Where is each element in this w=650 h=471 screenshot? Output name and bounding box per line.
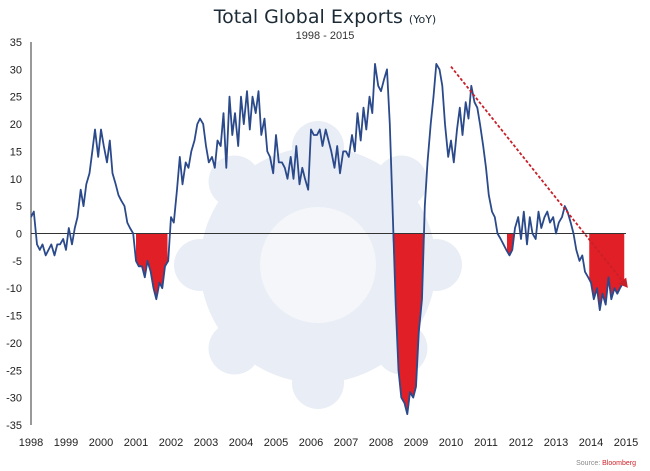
- trend-arrowhead: [618, 277, 628, 288]
- chart-title: Total Global Exports: [213, 6, 403, 28]
- series-layer: [30, 63, 624, 415]
- watermark-tooth: [208, 322, 261, 375]
- x-tick-label: 2004: [229, 437, 253, 449]
- x-tick-label: 2002: [159, 437, 183, 449]
- y-tick-labels: 35 30 25 20 15 10 5 0 -5 -10 -15 -20 -25 -30 -35: [6, 37, 22, 432]
- watermark-tooth: [208, 155, 261, 208]
- y-tick-label: 20: [10, 119, 22, 131]
- trend-layer: [450, 66, 628, 288]
- x-tick-label: 2003: [194, 437, 218, 449]
- x-tick-label: 2011: [474, 437, 498, 449]
- y-tick-label: 15: [10, 146, 22, 158]
- source-label: Source:: [576, 460, 601, 467]
- y-tick-label: -20: [6, 338, 22, 350]
- x-tick-label: 1999: [54, 437, 78, 449]
- x-tick-label: 2005: [264, 437, 288, 449]
- x-tick-label: 2014: [579, 437, 603, 449]
- y-tick-label: 30: [10, 64, 22, 76]
- watermark-hub: [260, 207, 376, 323]
- y-tick-label: -15: [6, 311, 22, 323]
- background-watermark-logo: [174, 121, 462, 409]
- trend-line: [450, 66, 627, 287]
- x-tick-label: 2006: [299, 437, 323, 449]
- x-tick-label: 2010: [439, 437, 463, 449]
- y-tick-label: -30: [6, 393, 22, 405]
- watermark-tooth: [292, 121, 344, 173]
- x-tick-label: 2000: [89, 437, 113, 449]
- y-tick-label: -10: [6, 283, 22, 295]
- x-tick-label: 1998: [19, 437, 43, 449]
- y-tick-label: 10: [10, 174, 22, 186]
- watermark-tooth: [174, 239, 226, 291]
- x-tick-labels: 1998 1999 2000 2001 2002 2003 2004 2005 2006 2007…: [19, 437, 638, 449]
- source-brand: Bloomberg: [602, 460, 636, 467]
- chart-subtitle: 1998 - 2015: [295, 30, 355, 42]
- chart-title-wrap: Total Global Exports (YoY): [0, 6, 650, 28]
- x-tick-label: 2015: [614, 437, 638, 449]
- y-tick-label: 35: [10, 37, 22, 49]
- x-tick-label: 2001: [124, 437, 148, 449]
- y-tick-label: 0: [16, 229, 22, 241]
- x-tick-label: 2008: [369, 437, 393, 449]
- series-line-exports: [30, 63, 624, 415]
- chart-title-suffix: (YoY): [408, 13, 437, 26]
- source-note: Source: Bloomberg: [576, 460, 636, 467]
- y-tick-label: -35: [6, 420, 22, 432]
- x-tick-label: 2007: [334, 437, 358, 449]
- y-tick-label: -25: [6, 365, 22, 377]
- watermark-tooth: [292, 357, 344, 409]
- y-tick-label: 25: [10, 92, 22, 104]
- x-tick-label: 2012: [509, 437, 533, 449]
- watermark-tooth: [375, 155, 428, 208]
- x-tick-label: 2009: [404, 437, 428, 449]
- x-tick-label: 2013: [544, 437, 568, 449]
- y-tick-label: -5: [12, 256, 22, 268]
- y-tick-label: 5: [16, 201, 22, 213]
